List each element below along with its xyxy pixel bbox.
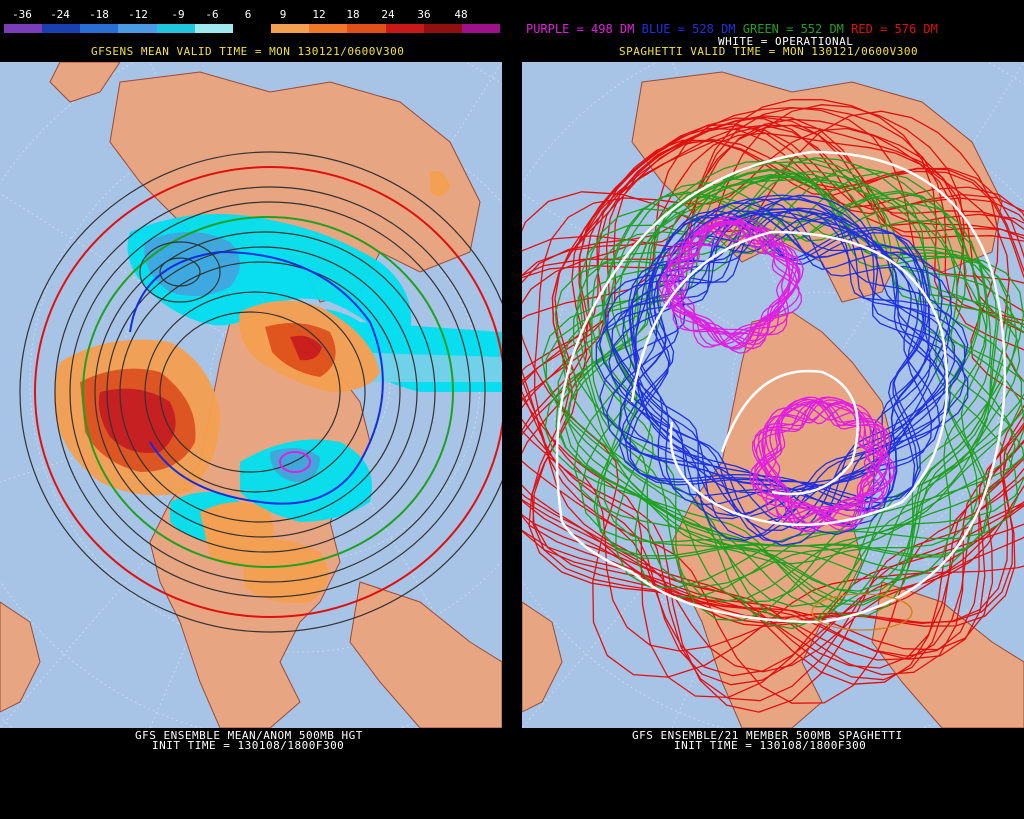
scale-label: -12 <box>128 8 148 21</box>
mean-anomaly-chart <box>0 62 502 728</box>
scale-label: 9 <box>279 8 287 21</box>
scale-swatch <box>194 24 233 33</box>
scale-swatch <box>156 24 195 33</box>
ensemble-member-contour <box>545 161 1024 625</box>
legend-purple: PURPLE = 498 DM <box>526 22 635 36</box>
ensemble-member-contour <box>586 171 1019 589</box>
scale-swatch <box>42 24 81 33</box>
mean-footer: GFS ENSEMBLE MEAN/ANOM 500MB HGT INIT TI… <box>0 728 502 819</box>
mean-init-time: INIT TIME = 130108/1800F300 <box>152 739 345 752</box>
ensemble-member-contour <box>555 168 1013 606</box>
spaghetti-map <box>522 62 1024 728</box>
ensemble-member-contour <box>604 194 969 542</box>
scale-label: 12 <box>312 8 326 21</box>
scale-swatch <box>385 24 424 33</box>
scale-swatch <box>232 24 272 33</box>
ensemble-member-contour <box>611 208 956 531</box>
spaghetti-panel: PURPLE = 498 DM BLUE = 528 DM GREEN = 55… <box>522 0 1024 819</box>
ensemble-member-contour <box>629 211 948 518</box>
ensemble-member-contour <box>658 216 804 354</box>
ensemble-member-contour <box>522 110 1024 678</box>
ensemble-member-contour <box>598 197 966 543</box>
ensemble-member-contour <box>522 107 1024 702</box>
operational-legend: WHITE = OPERATIONAL <box>718 35 854 48</box>
legend-red: RED = 576 DM <box>851 22 938 36</box>
spaghetti-footer-title: GFS ENSEMBLE/21 MEMBER 500MB SPAGHETTI <box>632 729 903 742</box>
ensemble-member-contour <box>606 202 943 526</box>
ensemble-member-contour <box>749 396 891 532</box>
ensemble-member-contour <box>672 225 789 336</box>
scale-swatch <box>80 24 119 33</box>
spaghetti-valid-time: SPAGHETTI VALID TIME = MON 130121/0600V3… <box>619 45 919 58</box>
spaghetti-footer: GFS ENSEMBLE/21 MEMBER 500MB SPAGHETTI I… <box>522 728 1024 819</box>
spaghetti-chart <box>522 62 1024 728</box>
scale-label: 48 <box>454 8 468 21</box>
ensemble-member-contour <box>660 218 799 350</box>
anomaly-color-scale <box>4 24 501 33</box>
ensemble-member-contour <box>522 117 1024 676</box>
legend-green: GREEN = 552 DM <box>742 22 844 36</box>
ensemble-member-contour <box>595 194 969 546</box>
scale-swatch <box>309 24 348 33</box>
ensemble-member-contour <box>622 213 949 522</box>
scale-swatch <box>4 24 43 33</box>
ensemble-member-contour <box>573 177 992 581</box>
scale-label: -9 <box>171 8 185 21</box>
ensemble-member-contour <box>557 172 1018 608</box>
panel-divider <box>502 0 522 819</box>
legend-blue: BLUE = 528 DM <box>641 22 736 36</box>
scale-label: -6 <box>205 8 219 21</box>
ensemble-member-contour <box>568 176 997 592</box>
ensemble-member-contour <box>595 190 992 560</box>
scale-swatch <box>423 24 462 33</box>
ensemble-member-contour <box>557 169 1009 604</box>
ensemble-member-contour <box>763 402 886 520</box>
ensemble-member-contour <box>522 98 1024 713</box>
scale-label: -18 <box>89 8 109 21</box>
scale-swatch <box>271 24 310 33</box>
ensemble-member-contour <box>522 124 1024 669</box>
scale-label: 36 <box>417 8 431 21</box>
ensemble-member-contour <box>591 174 1016 588</box>
ensemble-mean-map <box>0 62 502 728</box>
ensemble-member-contour <box>752 398 886 527</box>
scale-label: 18 <box>346 8 360 21</box>
contour-legend: PURPLE = 498 DM BLUE = 528 DM GREEN = 55… <box>526 22 938 36</box>
ensemble-member-contour <box>667 218 802 348</box>
scale-swatch <box>118 24 157 33</box>
scale-swatch <box>347 24 386 33</box>
scale-label: -36 <box>12 8 32 21</box>
scale-label: 24 <box>381 8 395 21</box>
scale-swatch <box>461 24 501 33</box>
mean-footer-title: GFS ENSEMBLE MEAN/ANOM 500MB HGT <box>135 729 363 742</box>
scale-label: 6 <box>244 8 252 21</box>
ensemble-member-contour <box>579 166 1024 598</box>
mean-valid-time: GFSENS MEAN VALID TIME = MON 130121/0600… <box>91 45 405 58</box>
anomaly-scale-labels: -36 -24 -18 -12 -9 -6 6 9 12 18 24 36 48 <box>0 8 502 21</box>
ensemble-member-contour <box>752 398 887 528</box>
ensemble-mean-panel: -36 -24 -18 -12 -9 -6 6 9 12 18 24 36 48… <box>0 0 502 819</box>
ensemble-member-contour <box>598 194 987 565</box>
ensemble-member-contour <box>765 403 884 518</box>
scale-label: -24 <box>50 8 70 21</box>
spaghetti-init-time: INIT TIME = 130108/1800F300 <box>674 739 867 752</box>
